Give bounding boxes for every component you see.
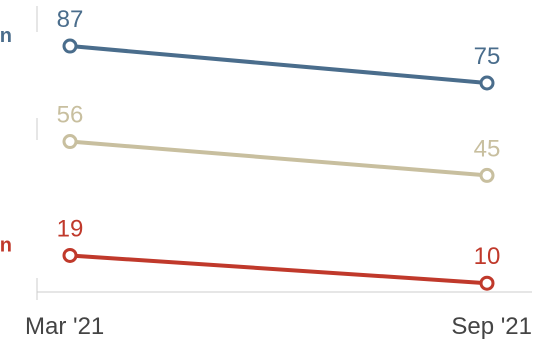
series-1-value-label-0: 56 [57,102,84,129]
series-layer [62,38,495,291]
tick-layer: Mar '21 Sep '21 [25,313,532,340]
x-tick-label-0: Mar '21 [25,313,104,340]
series-1-line [68,139,489,178]
x-tick-label-1: Sep '21 [451,313,532,340]
label-layer: 87 75 n 56 45 19 10 n [0,6,500,270]
series-0-line [68,44,489,85]
series-0-point-0 [62,38,78,54]
series-1-point-1 [479,167,495,183]
series-1-point-0 [62,134,78,150]
series-1-value-label-1: 45 [474,135,501,162]
axis-layer [36,6,532,300]
series-0-value-label-1: 75 [474,43,501,70]
series-2-value-label-1: 10 [474,243,501,270]
series-2-value-label-0: 19 [57,215,84,242]
series-0-point-1 [479,75,495,91]
series-2-point-0 [62,247,78,263]
series-0-value-label-0: 87 [57,6,84,33]
series-2-name-fragment: n [0,234,12,256]
series-2-point-1 [479,275,495,291]
series-2-line [68,253,489,286]
series-0-name-fragment: n [0,25,12,47]
